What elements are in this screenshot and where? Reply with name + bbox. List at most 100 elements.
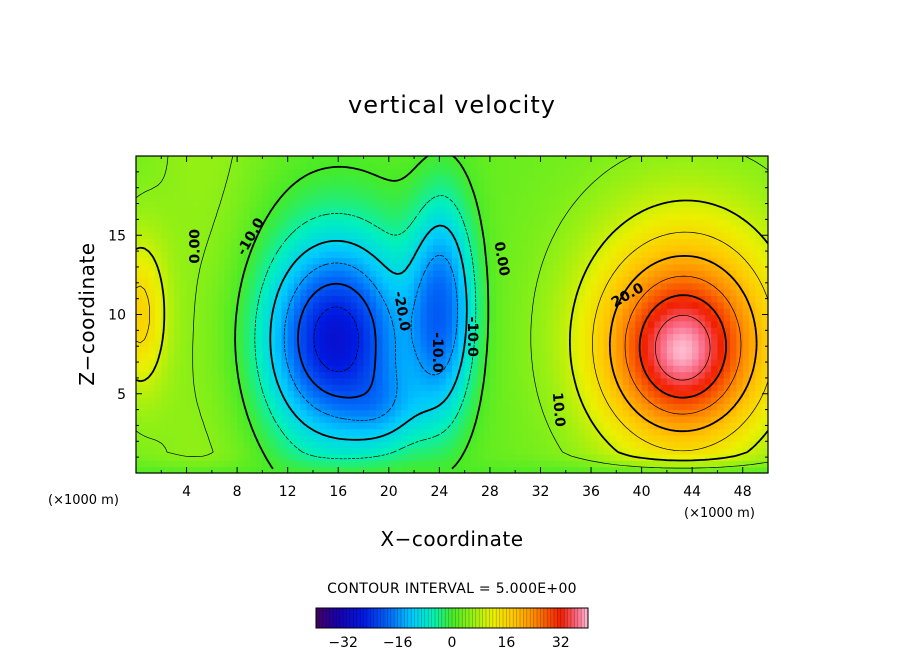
field-cell	[407, 339, 415, 347]
field-cell	[382, 225, 390, 233]
field-cell	[477, 358, 485, 366]
field-cell	[470, 371, 478, 379]
field-cell	[616, 219, 624, 227]
field-cell	[559, 213, 567, 220]
field-cell	[199, 213, 207, 220]
field-cell	[350, 251, 358, 259]
field-cell	[414, 320, 421, 328]
field-cell	[395, 276, 403, 284]
field-cell	[237, 365, 245, 373]
field-cell	[249, 441, 257, 449]
field-cell	[641, 168, 649, 176]
field-cell	[730, 181, 737, 189]
field-cell	[730, 415, 737, 423]
field-cell	[464, 384, 472, 392]
field-cell	[483, 466, 491, 474]
field-cell	[154, 403, 162, 411]
field-cell	[470, 251, 478, 259]
field-cell	[161, 466, 169, 474]
field-cell	[281, 289, 289, 297]
field-cell	[275, 403, 282, 411]
field-cell	[736, 263, 744, 271]
field-cell	[603, 301, 611, 309]
field-cell	[654, 162, 662, 170]
field-cell	[584, 441, 592, 449]
field-cell	[572, 371, 579, 379]
field-cell	[287, 276, 295, 284]
field-cell	[439, 263, 447, 271]
field-cell	[502, 219, 510, 227]
field-cell	[546, 200, 554, 208]
field-cell	[237, 270, 245, 278]
field-cell	[692, 415, 700, 423]
field-cell	[749, 213, 756, 220]
field-cell	[218, 466, 226, 474]
field-cell	[173, 409, 181, 417]
field-cell	[496, 270, 504, 278]
field-cell	[736, 225, 744, 233]
field-cell	[173, 219, 181, 227]
field-cell	[363, 162, 371, 170]
field-cell	[306, 251, 314, 259]
field-cell	[521, 213, 529, 220]
field-cell	[698, 156, 706, 163]
field-cell	[616, 244, 624, 252]
field-cell	[578, 295, 586, 303]
field-cell	[433, 156, 440, 163]
field-cell	[142, 441, 150, 449]
field-cell	[717, 244, 725, 252]
field-cell	[136, 358, 143, 366]
field-cell	[294, 194, 301, 201]
field-cell	[243, 327, 251, 335]
field-cell	[749, 162, 756, 170]
field-cell	[628, 301, 636, 309]
field-cell	[704, 453, 712, 461]
field-cell	[325, 314, 333, 322]
field-cell	[458, 415, 466, 423]
field-cell	[673, 295, 681, 303]
field-cell	[527, 289, 535, 297]
field-cell	[161, 352, 169, 360]
field-cell	[294, 251, 301, 259]
field-cell	[205, 289, 213, 297]
field-cell	[685, 175, 693, 182]
field-cell	[591, 403, 598, 411]
field-cell	[736, 466, 744, 474]
field-cell	[692, 282, 700, 290]
field-cell	[565, 453, 573, 461]
field-cell	[698, 238, 706, 246]
field-cell	[736, 162, 744, 170]
field-cell	[237, 428, 245, 436]
field-cell	[161, 460, 169, 468]
field-cell	[704, 415, 712, 423]
field-cell	[275, 434, 282, 442]
field-cell	[180, 244, 188, 252]
field-cell	[338, 263, 346, 271]
field-cell	[376, 358, 384, 366]
field-cell	[559, 352, 567, 360]
field-cell	[458, 168, 466, 176]
field-cell	[338, 156, 346, 163]
field-cell	[559, 168, 567, 176]
field-cell	[262, 371, 270, 379]
field-cell	[654, 200, 662, 208]
field-cell	[610, 441, 617, 449]
field-cell	[439, 441, 447, 449]
field-cell	[553, 251, 561, 259]
field-cell	[268, 168, 276, 176]
field-cell	[300, 301, 308, 309]
field-cell	[192, 270, 200, 278]
field-cell	[281, 453, 289, 461]
field-cell	[692, 396, 700, 404]
field-cell	[275, 371, 282, 379]
field-cell	[553, 384, 561, 392]
field-cell	[350, 428, 358, 436]
field-cell	[458, 295, 466, 303]
field-cell	[237, 390, 245, 398]
field-cell	[312, 308, 320, 316]
field-cell	[755, 238, 763, 246]
field-cell	[685, 194, 693, 201]
field-cell	[597, 415, 605, 423]
field-cell	[565, 156, 573, 163]
field-cell	[167, 225, 175, 233]
